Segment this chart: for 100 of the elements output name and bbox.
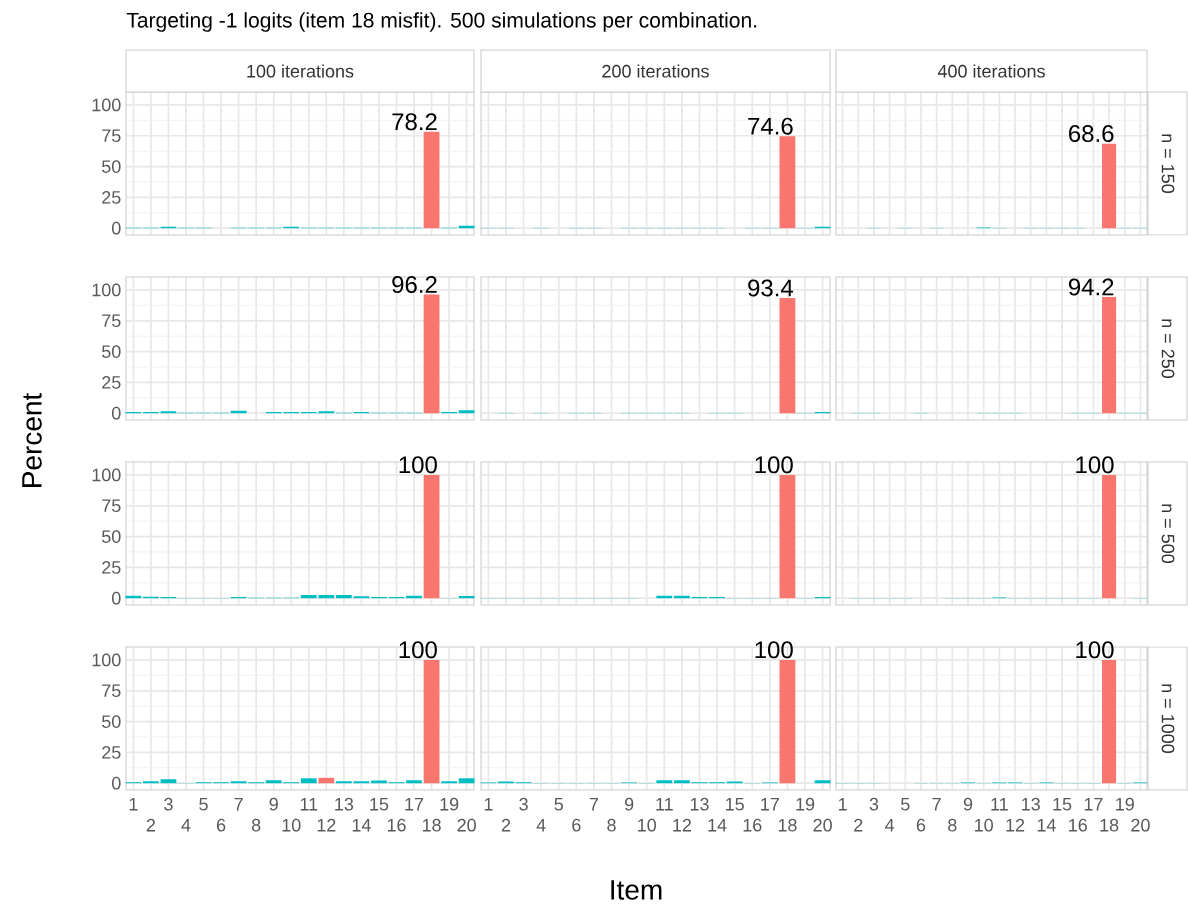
x-tick-label: 18 <box>422 818 441 832</box>
x-tick-label: 9 <box>269 797 278 811</box>
chart-subtitle: 100 iterations <box>247 64 354 78</box>
x-tick-label: 12 <box>673 818 692 832</box>
bar <box>458 410 475 414</box>
data-label: 96.2 <box>392 276 437 294</box>
x-tick-label: 15 <box>370 798 389 811</box>
bar <box>423 131 440 229</box>
y-tick-label: 100 <box>92 468 121 482</box>
y-tick-label: 0 <box>111 221 121 235</box>
y-tick-label: 100 <box>92 98 121 112</box>
x-tick-label: 20 <box>1131 818 1150 832</box>
data-label: 100 <box>1076 641 1114 659</box>
x-tick-label: 9 <box>963 797 973 811</box>
x-tick-label: 17 <box>405 798 424 811</box>
x-tick-label: 2 <box>146 818 156 832</box>
y-tick-label: 100 <box>92 653 121 667</box>
x-tick-label: 1 <box>838 798 847 811</box>
text: n = 1000 <box>1161 684 1175 754</box>
x-tick-label: 11 <box>991 798 1008 811</box>
x-tick-label: 13 <box>335 797 354 811</box>
x-tick-label: 4 <box>536 819 546 832</box>
data-label: 68.6 <box>1069 125 1114 143</box>
bar <box>656 780 673 784</box>
x-tick-label: 6 <box>916 818 926 832</box>
bar <box>406 780 422 784</box>
y-tick-label: 0 <box>111 406 121 420</box>
x-tick-label: 9 <box>624 797 634 811</box>
data-label: 94.2 <box>1068 278 1114 296</box>
x-tick-label: 14 <box>1037 819 1056 832</box>
x-tick-label: 5 <box>199 798 208 811</box>
x-tick-label: 16 <box>743 818 762 832</box>
x-tick-label: 7 <box>589 798 599 811</box>
bar <box>423 474 440 599</box>
x-tick-label: 17 <box>761 798 779 811</box>
x-tick-label: 14 <box>352 819 371 832</box>
bar <box>779 659 796 784</box>
y-tick-label: 25 <box>102 191 121 204</box>
x-tick-label: 4 <box>885 819 895 832</box>
x-tick-label: 6 <box>572 818 581 832</box>
data-label: 100 <box>399 641 437 659</box>
x-tick-label: 19 <box>440 797 459 811</box>
x-tick-label: 18 <box>778 818 797 832</box>
x-tick-label: 12 <box>317 818 336 832</box>
y-tick-label: 75 <box>102 129 121 143</box>
bar <box>814 780 831 784</box>
bar <box>423 294 440 414</box>
x-tick-label: 1 <box>129 798 138 811</box>
y-tick-label: 0 <box>111 776 121 790</box>
x-tick-label: 3 <box>164 797 173 811</box>
y-tick-label: 25 <box>102 746 121 759</box>
x-axis-title: Item <box>611 880 662 900</box>
bar <box>300 778 317 784</box>
data-label: 74.6 <box>748 117 793 135</box>
x-tick-label: 19 <box>796 797 815 811</box>
x-tick-label: 4 <box>181 819 191 832</box>
y-tick-label: 50 <box>101 530 121 543</box>
y-tick-label: 50 <box>101 160 121 173</box>
x-tick-label: 16 <box>1069 818 1087 832</box>
x-tick-label: 17 <box>1084 798 1103 811</box>
x-tick-label: 20 <box>813 818 832 832</box>
y-tick-label: 25 <box>102 376 121 389</box>
x-tick-label: 3 <box>519 797 528 811</box>
x-tick-label: 8 <box>948 818 957 832</box>
x-tick-label: 10 <box>975 818 993 832</box>
x-tick-label: 15 <box>1053 798 1072 811</box>
data-label: 100 <box>399 456 437 474</box>
x-tick-label: 7 <box>234 798 243 811</box>
y-tick-label: 50 <box>101 345 121 358</box>
x-tick-label: 11 <box>300 798 318 811</box>
bar <box>673 780 690 784</box>
x-tick-label: 19 <box>1116 797 1134 811</box>
x-tick-label: 13 <box>1022 797 1040 811</box>
bar <box>160 779 177 784</box>
x-tick-label: 3 <box>869 797 879 811</box>
x-tick-label: 5 <box>554 798 564 811</box>
bar <box>335 595 352 599</box>
x-tick-label: 20 <box>457 818 476 832</box>
bar <box>423 659 440 784</box>
x-tick-label: 15 <box>726 798 744 811</box>
x-tick-label: 1 <box>484 798 493 811</box>
y-tick-label: 0 <box>111 591 121 605</box>
x-tick-label: 8 <box>251 818 261 832</box>
x-tick-label: 7 <box>932 798 941 811</box>
y-tick-label: 50 <box>101 715 121 728</box>
bar <box>458 596 475 599</box>
x-tick-label: 2 <box>854 818 863 832</box>
x-tick-label: 18 <box>1100 818 1119 832</box>
x-tick-label: 12 <box>1006 818 1025 832</box>
data-label: 93.4 <box>748 279 794 297</box>
chart-subtitle: 200 iterations <box>602 64 709 78</box>
y-tick-label: 75 <box>102 499 121 513</box>
x-tick-label: 6 <box>216 818 226 832</box>
text: n = 250 <box>1161 319 1175 379</box>
x-tick-label: 11 <box>656 798 673 811</box>
y-tick-label: 100 <box>92 283 121 297</box>
y-tick-label: 25 <box>102 561 121 574</box>
data-label: 78.2 <box>392 113 437 131</box>
data-label: 100 <box>1076 456 1114 474</box>
bar <box>458 778 475 784</box>
